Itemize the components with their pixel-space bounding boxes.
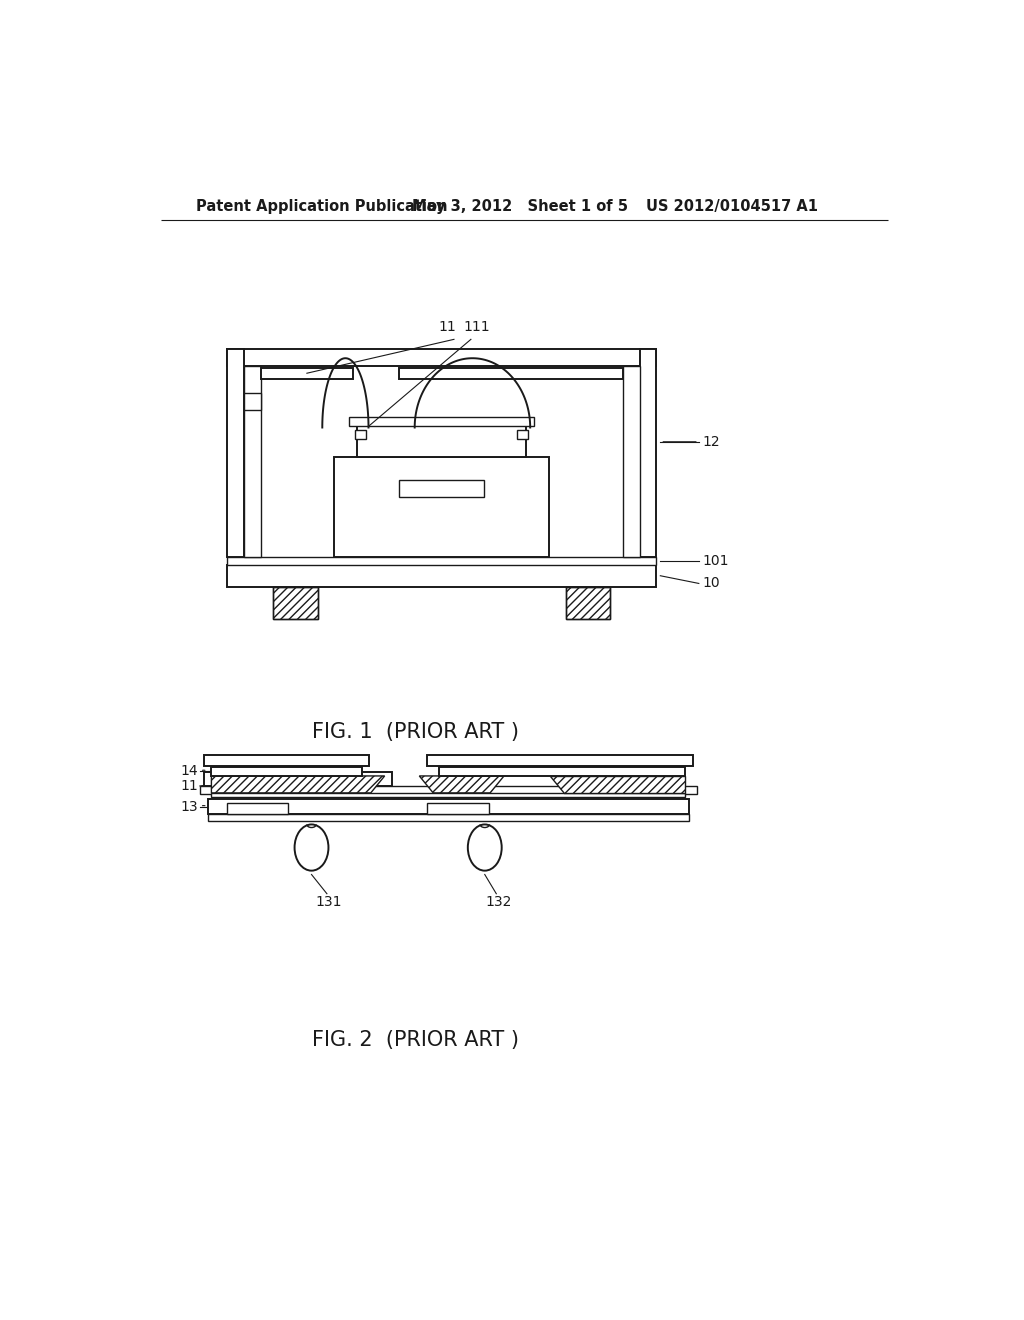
Bar xyxy=(200,785,696,793)
Text: 11: 11 xyxy=(439,319,457,334)
Text: 10: 10 xyxy=(702,577,720,590)
Bar xyxy=(208,799,689,814)
Bar xyxy=(427,755,692,766)
Text: 132: 132 xyxy=(485,895,512,909)
Bar xyxy=(211,793,685,797)
Bar xyxy=(623,367,640,557)
Bar xyxy=(226,557,656,565)
Bar xyxy=(226,350,656,367)
Bar xyxy=(208,814,689,821)
Text: 14: 14 xyxy=(180,764,199,779)
Bar xyxy=(273,586,317,619)
Text: 101: 101 xyxy=(702,554,729,568)
Bar xyxy=(261,368,353,379)
Bar xyxy=(357,426,526,457)
Bar xyxy=(226,803,289,814)
Bar xyxy=(399,368,623,379)
Bar xyxy=(273,586,317,619)
Bar xyxy=(427,803,488,814)
Bar xyxy=(438,767,685,776)
Bar xyxy=(349,417,535,426)
Bar xyxy=(399,480,484,498)
Bar xyxy=(565,586,610,619)
Polygon shape xyxy=(419,776,504,793)
Bar xyxy=(211,767,361,776)
Text: FIG. 1  (PRIOR ART ): FIG. 1 (PRIOR ART ) xyxy=(312,722,519,742)
Polygon shape xyxy=(550,776,685,793)
Bar xyxy=(565,586,610,619)
Bar xyxy=(244,367,261,557)
Bar xyxy=(244,393,261,411)
Bar xyxy=(334,457,550,557)
Bar xyxy=(226,350,244,557)
Text: May 3, 2012   Sheet 1 of 5: May 3, 2012 Sheet 1 of 5 xyxy=(412,198,628,214)
Ellipse shape xyxy=(468,825,502,871)
Polygon shape xyxy=(211,776,385,793)
Text: US 2012/0104517 A1: US 2012/0104517 A1 xyxy=(646,198,818,214)
Bar xyxy=(640,350,656,557)
Bar xyxy=(204,772,392,785)
Bar xyxy=(355,430,367,440)
Text: Patent Application Publication: Patent Application Publication xyxy=(196,198,447,214)
Ellipse shape xyxy=(295,825,329,871)
Text: 111: 111 xyxy=(464,319,490,334)
Bar xyxy=(226,565,656,586)
Text: 12: 12 xyxy=(702,434,720,449)
Text: 13: 13 xyxy=(180,800,199,813)
Text: 131: 131 xyxy=(315,895,342,909)
Text: 11: 11 xyxy=(180,779,199,793)
Bar xyxy=(517,430,528,440)
Bar xyxy=(204,755,370,766)
Text: FIG. 2  (PRIOR ART ): FIG. 2 (PRIOR ART ) xyxy=(312,1030,519,1049)
